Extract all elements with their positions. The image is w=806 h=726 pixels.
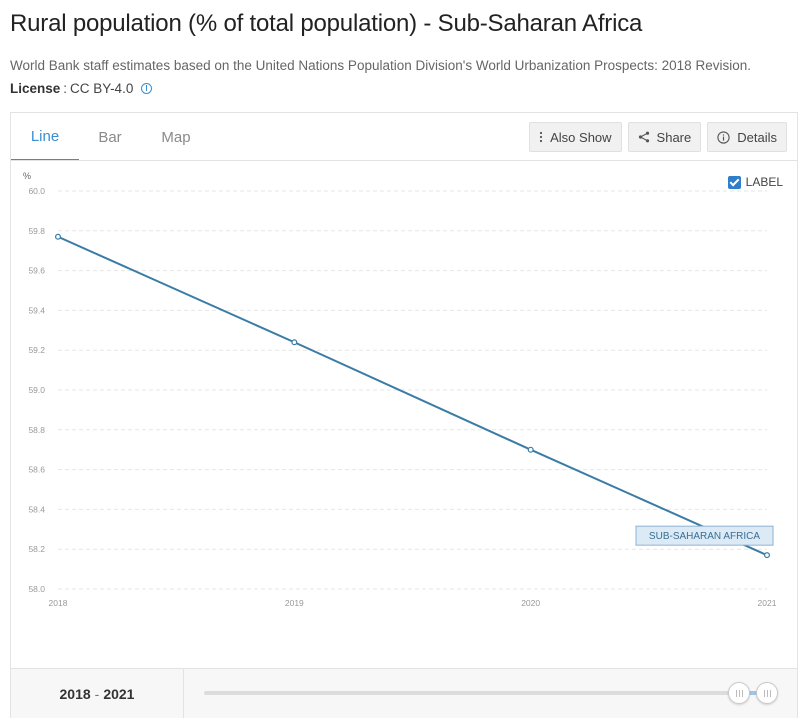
year-range-footer: 2018 - 2021 — [11, 668, 797, 718]
data-point — [291, 339, 298, 346]
data-point — [763, 552, 770, 559]
y-tick-label: 59.4 — [28, 305, 45, 315]
series-label: SUB-SAHARAN AFRICA — [649, 531, 760, 542]
license-row: License : CC BY-4.0 — [10, 81, 153, 96]
slider-end-handle[interactable] — [756, 682, 778, 704]
y-tick-label: 58.2 — [28, 544, 45, 554]
vertical-dots-icon — [539, 131, 543, 143]
data-point — [527, 446, 534, 453]
y-tick-label: 59.8 — [28, 226, 45, 236]
label-toggle[interactable]: LABEL — [727, 175, 783, 189]
license-separator: : — [63, 81, 68, 96]
y-tick-label: 60.0 — [28, 186, 45, 196]
range-start: 2018 — [59, 685, 91, 702]
info-circle-icon — [717, 130, 730, 144]
range-separator: - — [94, 685, 100, 702]
x-tick-label: 2021 — [758, 598, 777, 608]
label-checkbox[interactable] — [727, 175, 741, 189]
share-button[interactable]: Share — [627, 122, 702, 152]
label-toggle-text: LABEL — [745, 175, 783, 189]
chart-actions: Also Show Share Details — [529, 122, 787, 152]
y-tick-label: 58.0 — [28, 584, 45, 594]
share-icon — [638, 131, 650, 143]
also-show-button[interactable]: Also Show — [529, 122, 622, 152]
x-tick-label: 2020 — [521, 598, 540, 608]
x-tick-label: 2018 — [49, 598, 68, 608]
y-axis-unit-label: % — [23, 171, 31, 181]
page-title: Rural population (% of total population)… — [10, 10, 643, 37]
y-tick-label: 59.6 — [28, 266, 45, 276]
y-tick-label: 58.8 — [28, 425, 45, 435]
range-end: 2021 — [103, 685, 135, 702]
license-value: CC BY-4.0 — [70, 81, 134, 96]
slider-start-handle[interactable] — [728, 682, 750, 704]
details-label: Details — [737, 129, 777, 145]
tab-map[interactable]: Map — [161, 128, 191, 146]
y-tick-label: 59.0 — [28, 385, 45, 395]
source-note: World Bank staff estimates based on the … — [10, 58, 751, 73]
info-icon[interactable] — [141, 83, 153, 94]
year-range-slider[interactable] — [204, 682, 778, 704]
series-label-box — [635, 525, 774, 546]
tab-bar[interactable]: Bar — [98, 128, 122, 146]
chart-tabs: Line Bar Map — [11, 113, 211, 161]
license-label: License — [10, 81, 61, 96]
x-tick-label: 2019 — [285, 598, 304, 608]
chart-area: % 58.0 58.2 58.4 58.6 58.8 59.0 59.2 59.4 59.6 59.… — [11, 161, 797, 668]
chart-panel: Line Bar Map Also Show Share Details % 58… — [10, 112, 798, 718]
y-tick-label: 58.4 — [28, 504, 45, 514]
details-button[interactable]: Details — [707, 122, 787, 152]
slider-selected-range — [742, 691, 768, 695]
tab-line[interactable]: Line — [11, 113, 79, 161]
y-tick-label: 58.6 — [28, 465, 45, 475]
y-tick-label: 59.2 — [28, 345, 45, 355]
also-show-label: Also Show — [550, 129, 612, 145]
line-chart: % 58.0 58.2 58.4 58.6 58.8 59.0 59.2 59.4 59.6 59.… — [23, 171, 777, 608]
year-range-label: 2018 - 2021 — [11, 669, 184, 718]
share-label: Share — [656, 129, 692, 145]
data-point — [54, 233, 61, 240]
series-line — [57, 235, 768, 557]
tab-divider — [11, 160, 797, 161]
